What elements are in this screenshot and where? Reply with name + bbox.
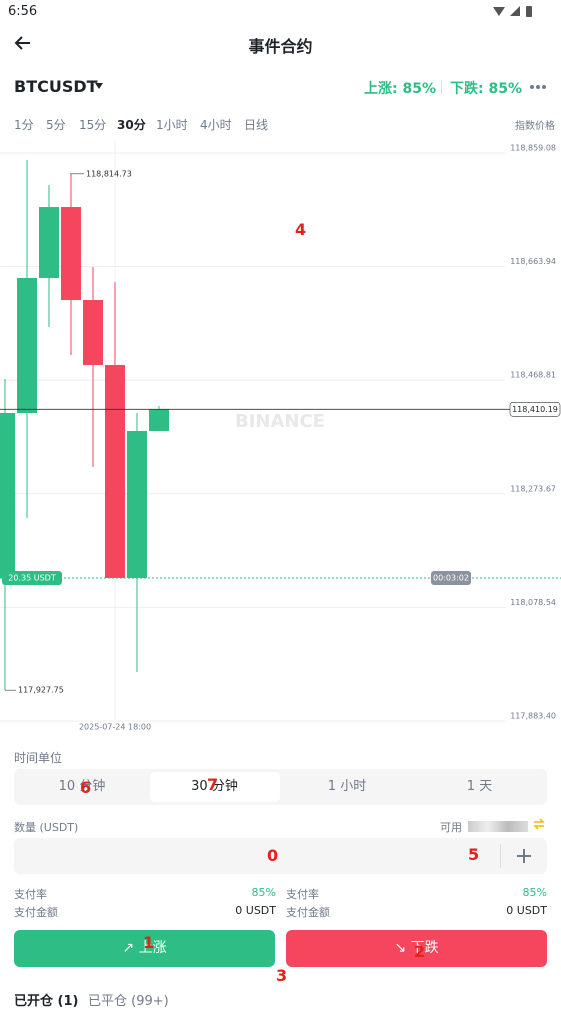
low-label: 117,927.75: [18, 686, 64, 695]
amount-input[interactable]: [14, 838, 547, 874]
sell-button[interactable]: ↘ 下跌: [286, 930, 547, 967]
swap-icon[interactable]: [533, 818, 545, 830]
countdown-tag: [431, 570, 471, 585]
high-label: 118,814.73: [86, 169, 132, 178]
rate-label: 支付率: [286, 888, 319, 901]
more-button[interactable]: [529, 84, 547, 90]
page-title: 事件合约: [248, 37, 313, 56]
down-rate: 下跌: 85%: [450, 81, 522, 97]
unit-option[interactable]: 10 分钟: [58, 779, 106, 794]
buy-button[interactable]: ↗ 上涨: [14, 930, 275, 967]
y-tick-label: 118,859.08: [510, 144, 556, 153]
interval-tab[interactable]: 1分: [14, 118, 34, 132]
overlay-marker: 0: [267, 846, 279, 865]
unit-label: 时间单位: [14, 751, 63, 765]
rate-value: 85%: [251, 886, 276, 899]
symbol[interactable]: BTCUSDT: [14, 77, 98, 96]
amount-label: 数量 (USDT): [14, 821, 79, 834]
unit-option[interactable]: 1 小时: [327, 779, 367, 794]
overlay-marker: 1: [143, 933, 155, 952]
candle-body: [105, 365, 125, 578]
candle-body: [149, 409, 169, 431]
overlay-marker: 2: [414, 942, 426, 961]
pay-label: 支付金额: [286, 906, 330, 919]
pay-value: 0 USDT: [235, 904, 276, 917]
entry-tag: [2, 570, 62, 585]
candle-body: [127, 430, 147, 578]
unit-option[interactable]: 30 分钟: [149, 772, 280, 802]
y-tick-label: 118,468.81: [510, 371, 556, 380]
date-label: 2025-07-24 18:00: [79, 723, 151, 732]
sell-text: 下跌: [410, 940, 439, 956]
rate-label: 支付率: [14, 888, 47, 901]
unit-selector: 10 分钟 30 分钟 1 小时 1 天: [14, 769, 547, 805]
blurred-balance: [468, 821, 528, 832]
interval-tab[interactable]: 15分: [79, 118, 107, 132]
overlay-marker: 4: [295, 220, 307, 239]
open-tab[interactable]: 已开仓 (1): [14, 994, 79, 1009]
status-icons: [493, 6, 532, 17]
interval-tab[interactable]: 4小时: [200, 118, 232, 132]
candle-body: [39, 207, 59, 278]
unit-option[interactable]: 1 天: [466, 779, 493, 794]
closed-tab[interactable]: 已平仓 (99+): [88, 994, 169, 1009]
watermark: BINANCE: [235, 411, 325, 432]
entry-label: 20.35 USDT: [8, 573, 56, 582]
candle-body: [17, 277, 37, 413]
buy-text: 上涨: [138, 940, 167, 956]
available-label: 可用: [440, 821, 462, 834]
interval-tab[interactable]: 日线: [244, 118, 269, 132]
y-tick-label: 118,663.94: [510, 257, 556, 266]
y-tick-label: 117,883.40: [510, 712, 556, 721]
divider: [441, 80, 442, 94]
candlestick-chart: 118,859.08 118,663.94 118,468.81 118,273.67…: [0, 140, 561, 732]
dropdown-icon[interactable]: [94, 82, 104, 90]
status-time: 6:56: [8, 4, 38, 19]
y-tick-label: 118,078.54: [510, 598, 556, 607]
interval-tab[interactable]: 30分: [117, 118, 146, 132]
candle-body: [61, 207, 81, 300]
pay-value: 0 USDT: [506, 904, 547, 917]
interval-tab[interactable]: 1小时: [156, 118, 188, 132]
overlay-marker: 5: [468, 845, 480, 864]
price-type[interactable]: 指数价格: [515, 121, 555, 132]
pay-label: 支付金额: [14, 906, 58, 919]
back-button[interactable]: [14, 34, 34, 52]
plus-button[interactable]: [516, 848, 532, 864]
countdown: 00:03:02: [433, 573, 469, 582]
interval-tab[interactable]: 5分: [46, 118, 66, 132]
overlay-marker: 3: [276, 966, 288, 985]
overlay-marker: 6: [80, 778, 92, 797]
rate-value: 85%: [522, 886, 547, 899]
overlay-marker: 7: [207, 775, 219, 794]
divider: [500, 844, 501, 868]
up-rate: 上涨: 85%: [364, 81, 436, 97]
y-tick-label: 118,273.67: [510, 484, 556, 493]
last-price-tag: [509, 402, 561, 417]
candle-body: [0, 412, 15, 578]
last-price-label: 118,410.19: [512, 405, 558, 414]
candle-body: [83, 299, 103, 366]
